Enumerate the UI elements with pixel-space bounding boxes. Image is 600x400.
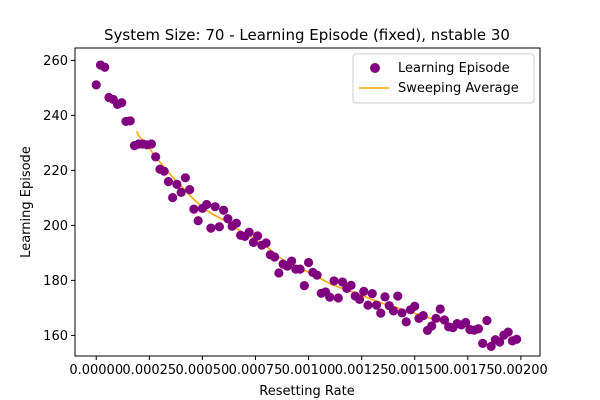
scatter-point [376,308,386,318]
scatter-point [159,166,169,176]
y-axis-label: Learning Episode [19,146,34,258]
x-tick-label: 0.00075 [229,363,283,378]
scatter-point [431,313,441,323]
x-tick-label: 0.00100 [282,363,336,378]
scatter-point [274,268,284,278]
y-tick-label: 200 [43,219,68,234]
scatter-point [367,288,377,299]
scatter-point [176,187,186,197]
scatter-point [125,116,135,126]
x-axis: 0.00000 0.00025 0.00050 0.00075 0.00100 0.001… [69,356,548,378]
x-tick-label: 0.00025 [122,363,176,378]
scatter-point [303,257,314,268]
scatter-point [202,199,212,210]
scatter-point [439,315,450,325]
scatter-point [482,315,492,326]
scatter-point [206,223,216,233]
scatter-point [210,202,220,212]
scatter-point [244,227,254,237]
scatter-point [163,177,174,187]
plot-frame [74,47,541,357]
legend: Learning Episode Sweeping Average [352,53,535,104]
scatter-point [393,291,403,301]
point-layer [91,60,522,351]
scatter-point [512,334,522,344]
scatter-point [117,98,127,108]
scatter-point [410,301,420,311]
scatter-point [214,222,224,232]
x-axis-label: Resetting Rate [259,384,354,399]
scatter-point [325,292,335,302]
x-tick-label: 0.00050 [176,363,230,378]
scatter-point [223,214,233,224]
scatter-point [168,193,178,203]
x-tick-label: 0.00125 [335,363,389,378]
scatter-point [346,280,356,290]
scatter-point [185,185,195,195]
scatter-point [329,276,339,286]
scatter-point [91,80,101,90]
scatter-point [248,237,258,248]
scatter-point [151,152,161,162]
x-tick-label: 0.00000 [69,363,123,378]
scatter-point [486,341,496,351]
scatter-point [269,252,280,262]
scatter-point [418,310,428,321]
y-axis: 160 180 200 220 240 260 [43,54,75,344]
y-tick-label: 160 [43,329,68,344]
y-tick-label: 260 [43,54,68,69]
y-tick-label: 180 [43,274,68,289]
legend-box [352,53,535,104]
scatter-point [100,62,110,72]
scatter-point [146,139,157,149]
x-tick-label: 0.00175 [441,363,495,378]
scatter-point [286,256,297,266]
scatter-point [478,338,488,348]
scatter-point [401,317,411,327]
legend-label-scatter: Learning Episode [398,61,510,76]
scatter-point [461,317,471,328]
y-tick-label: 240 [43,109,68,124]
scatter-point [363,300,373,310]
scatter-point [473,324,484,334]
scatter-point [503,327,513,337]
scatter-point [189,204,199,214]
scatter-point [495,337,505,347]
scatter-point [354,294,365,304]
chart-title: System Size: 70 - Learning Episode (fixe… [104,26,510,44]
scatter-point [435,304,445,314]
x-tick-label: 0.00150 [388,363,442,378]
scatter-point [295,264,305,274]
scatter-point [333,293,343,303]
scatter-point [312,270,322,280]
scatter-point [219,205,229,215]
scatter-point [371,300,382,310]
scatter-point [359,286,369,296]
scatter-point [380,292,390,302]
scatter-point [397,308,407,318]
legend-label-line: Sweeping Average [398,81,519,96]
x-tick-label: 0.00200 [494,363,548,378]
scatter-point [388,306,399,316]
y-tick-label: 220 [43,164,68,179]
legend-marker-scatter [370,63,380,73]
scatter-point [427,321,437,331]
scatter-point [180,173,191,183]
scatter-point [231,218,241,228]
scatter-point [261,238,271,248]
scatter-point [253,231,263,241]
scatter-point [299,281,309,291]
scatter-point [172,179,182,189]
scatter-point [193,216,203,226]
